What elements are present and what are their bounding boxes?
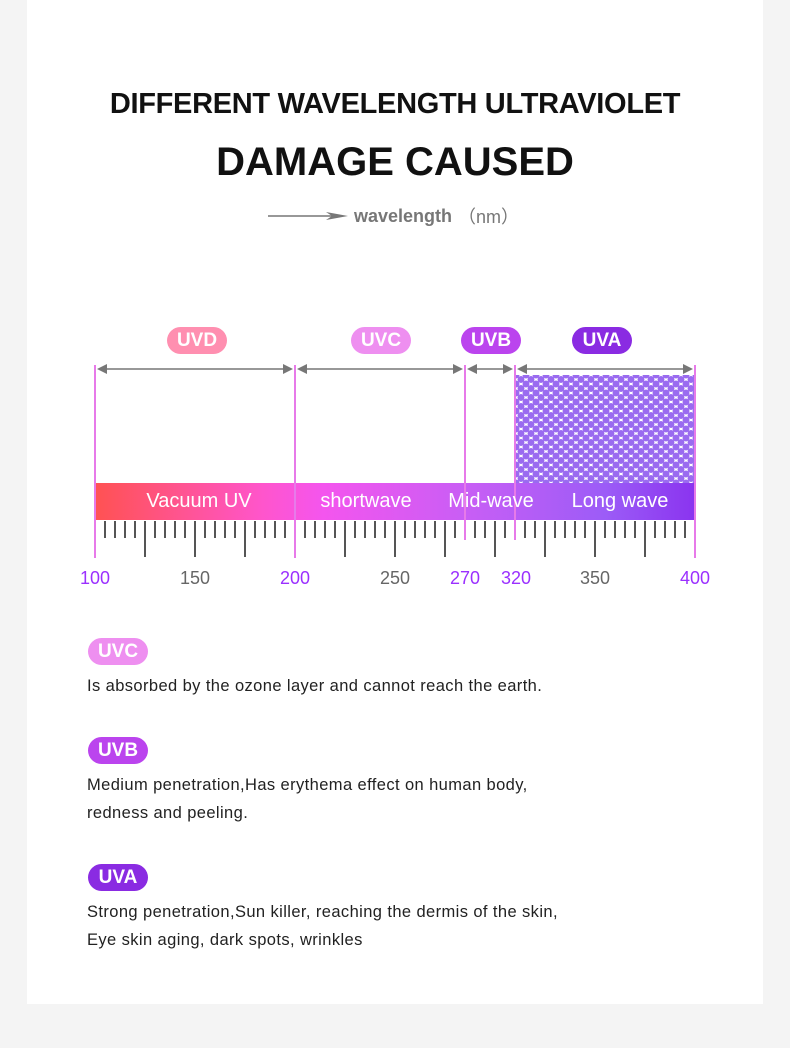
scale-tick: [344, 521, 346, 557]
band-name: Long wave: [571, 490, 669, 512]
boundary-line: [694, 365, 696, 558]
scale-tick: [104, 521, 106, 538]
scale-tick: [424, 521, 426, 538]
scale-tick: [684, 521, 686, 538]
scale-label: 200: [279, 568, 311, 588]
scale-tick: [324, 521, 326, 538]
range-arrow: [467, 364, 513, 374]
band-name: Mid-wave: [448, 490, 534, 512]
boundary-line: [464, 365, 466, 540]
scale-tick: [604, 521, 606, 538]
description-text: redness and peeling.: [87, 804, 249, 822]
scale-tick: [394, 521, 396, 557]
scale-tick: [144, 521, 146, 557]
band-badge-uvc: UVC: [351, 327, 411, 354]
band-badge-uva: UVA: [572, 327, 632, 354]
uva-dot-pattern: [516, 375, 694, 483]
scale-tick: [674, 521, 676, 538]
scale-label: 100: [79, 568, 111, 588]
scale-tick: [314, 521, 316, 538]
scale-tick: [444, 521, 446, 557]
scale-tick: [274, 521, 276, 538]
scale-tick: [364, 521, 366, 538]
range-arrows: [97, 364, 693, 374]
scale-tick: [114, 521, 116, 538]
scale-tick: [224, 521, 226, 538]
axis-label: wavelength: [354, 205, 453, 226]
scale-tick: [594, 521, 596, 557]
scale-tick: [174, 521, 176, 538]
scale-tick: [354, 521, 356, 538]
boundary-line: [514, 365, 516, 540]
description-text: Strong penetration,Sun killer, reaching …: [87, 903, 558, 921]
arrow-right-icon: [268, 212, 348, 220]
description-text: Medium penetration,Has erythema effect o…: [87, 776, 528, 794]
scale-tick: [404, 521, 406, 538]
scale-tick: [634, 521, 636, 538]
scale-tick: [664, 521, 666, 538]
scale-tick: [614, 521, 616, 538]
spectrum-bar: [95, 483, 695, 520]
scale-tick: [484, 521, 486, 538]
scale-tick: [474, 521, 476, 538]
scale-tick: [214, 521, 216, 538]
scale-tick: [204, 521, 206, 538]
description-text: Is absorbed by the ozone layer and canno…: [87, 677, 543, 695]
wavelength-legend: wavelength （nm）: [268, 203, 519, 229]
scale-tick: [164, 521, 166, 538]
scale-tick: [194, 521, 196, 557]
range-arrow: [97, 364, 293, 374]
scale-tick: [544, 521, 546, 557]
scale-label: 320: [500, 568, 532, 588]
scale-tick: [134, 521, 136, 538]
scale-label: 400: [679, 568, 711, 588]
scale-tick: [454, 521, 456, 538]
scale-tick: [154, 521, 156, 538]
band-name: shortwave: [320, 490, 412, 512]
scale-tick: [124, 521, 126, 538]
scale-tick: [574, 521, 576, 538]
scale-tick: [494, 521, 496, 557]
scale-tick: [374, 521, 376, 538]
band-badge-uvd: UVD: [167, 327, 227, 354]
scale-tick: [304, 521, 306, 538]
desc-badge-uvb: UVB: [88, 737, 148, 764]
scale-label: 250: [379, 568, 411, 588]
scale-tick: [384, 521, 386, 538]
scale-label: 150: [179, 568, 211, 588]
boundary-line: [294, 365, 296, 558]
scale-label: 350: [579, 568, 611, 588]
scale-tick: [434, 521, 436, 538]
scale-tick: [584, 521, 586, 538]
scale-label: 270: [449, 568, 481, 588]
scale-tick: [524, 521, 526, 538]
desc-badge-uvc: UVC: [88, 638, 148, 665]
scale-tick: [254, 521, 256, 538]
band-name: Vacuum UV: [146, 490, 252, 512]
description-text: Eye skin aging, dark spots, wrinkles: [87, 931, 363, 949]
scale-tick: [284, 521, 286, 538]
scale-tick: [234, 521, 236, 538]
range-arrow: [517, 364, 693, 374]
scale-tick: [534, 521, 536, 538]
title-line2: DAMAGE CAUSED: [216, 140, 574, 184]
title-line1: DIFFERENT WAVELENGTH ULTRAVIOLET: [109, 88, 681, 120]
scale-tick: [414, 521, 416, 538]
scale-tick: [184, 521, 186, 538]
scale-tick: [644, 521, 646, 557]
scale-tick: [624, 521, 626, 538]
desc-badge-uva: UVA: [88, 864, 148, 891]
scale-tick: [564, 521, 566, 538]
range-arrow: [297, 364, 463, 374]
scale-tick: [244, 521, 246, 557]
scale-tick: [334, 521, 336, 538]
scale-tick: [264, 521, 266, 538]
scale-tick: [654, 521, 656, 538]
axis-unit: （nm）: [458, 207, 520, 227]
boundary-line: [94, 365, 96, 558]
scale-tick: [504, 521, 506, 538]
scale-tick: [554, 521, 556, 538]
band-badge-uvb: UVB: [461, 327, 521, 354]
